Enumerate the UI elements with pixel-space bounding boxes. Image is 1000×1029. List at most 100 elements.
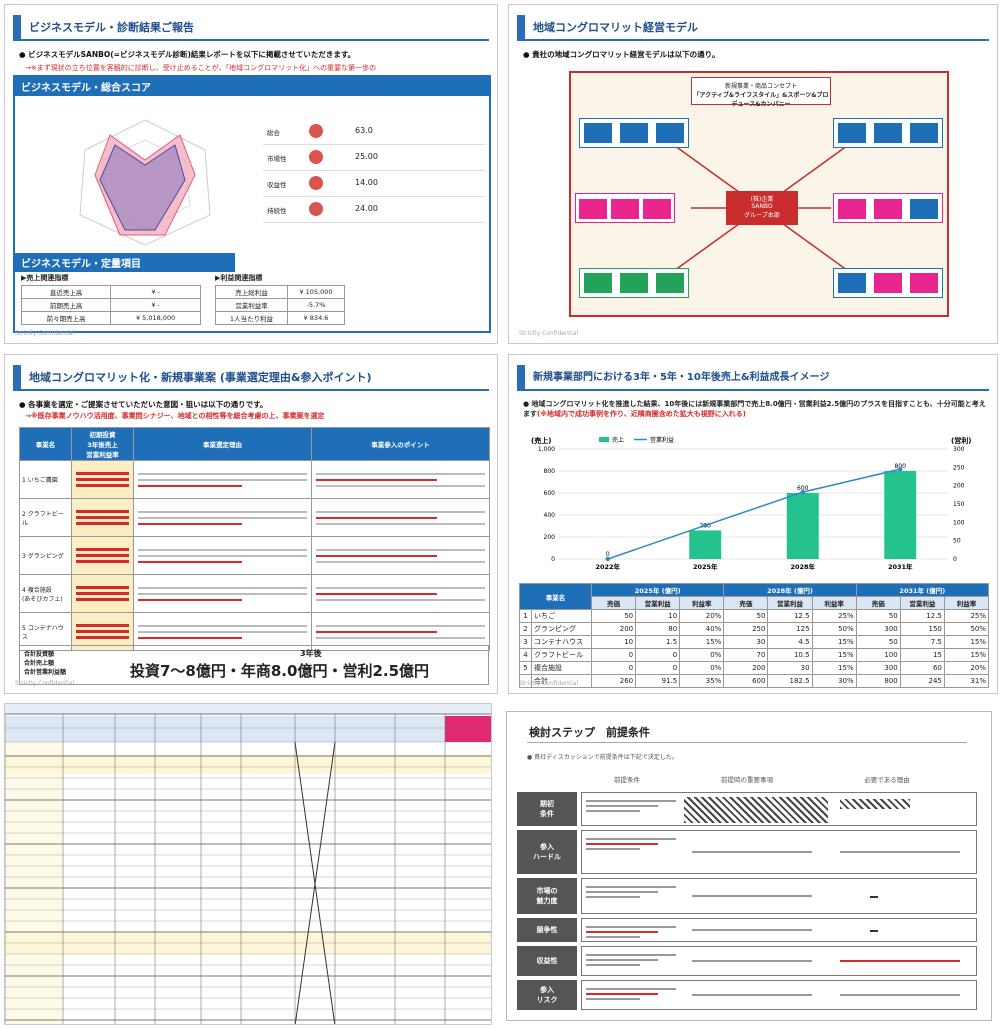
bar-label: 600 [797, 485, 809, 492]
business-figures [71, 460, 134, 499]
legend-label-sales: 売上 [612, 436, 624, 444]
score-row: 市場性 25.00 [263, 145, 485, 171]
node-bottom-left [579, 268, 689, 298]
selection-reason [133, 536, 312, 575]
cell: 50% [811, 622, 857, 636]
total-label: 合計売上額 [24, 660, 55, 667]
cell: 売上総利益 [215, 285, 288, 299]
step-label: 市場の 魅力度 [517, 878, 577, 914]
column-header: 事業名 [19, 427, 72, 461]
cell: 1 [519, 609, 532, 623]
business-figures [71, 498, 134, 537]
cell: 25% [811, 609, 857, 623]
column-header: 前提時の重要事項 [721, 776, 773, 784]
cell: 31% [943, 674, 990, 688]
y-tick-right: 0 [953, 556, 957, 563]
cell: 100 [855, 648, 901, 662]
selection-reason [133, 498, 312, 537]
cell: 40% [679, 622, 725, 636]
cell: 10.5 [767, 648, 813, 662]
business-name: 5 コンテナハウス [19, 612, 72, 651]
cell: グランピング [531, 622, 592, 636]
cell: 200 [590, 622, 637, 636]
sales-label: ▶売上関連指標 [21, 274, 69, 282]
entry-points [311, 536, 490, 575]
cell: 4.5 [767, 635, 813, 649]
cell: 15% [811, 661, 857, 675]
selection-reason [133, 612, 312, 651]
cell: 前々期売上高 [20, 311, 112, 325]
score-badge [309, 150, 323, 164]
cell: 2 [519, 622, 532, 636]
cell: -5.7% [287, 298, 345, 312]
cell: 1人当たり利益 [215, 311, 288, 325]
header-sub: 売価 [590, 596, 637, 610]
step-content [581, 878, 977, 914]
table-row: 4 クラフトビール 0 0 0% 70 10.5 15% 100 15 15% [519, 648, 990, 662]
legend-label-profit: 営業利益 [650, 436, 674, 444]
y-tick-left: 0 [551, 556, 555, 563]
profit-point [898, 466, 903, 472]
entry-points [311, 498, 490, 537]
y-axis-label-right: (営利) [951, 436, 971, 445]
center-node: (株)企業 SANBO グループ本部 [726, 191, 798, 225]
score-table: 総合 63.0 市場性 25.00 収益性 14.00 持続性 24.00 [263, 105, 485, 223]
cell: 30 [767, 661, 813, 675]
profit-point [800, 489, 805, 495]
spreadsheet-grid [5, 704, 491, 1024]
y-tick-left: 800 [544, 468, 556, 475]
summary-row: 合計投資額 合計売上額 合計営業利益額 3年後 投資7〜8億円・年商8.0億円・営利… [19, 645, 489, 685]
business-name: 3 グランピング [19, 536, 72, 575]
cell: 50 [590, 609, 637, 623]
cell: 7.5 [899, 635, 945, 649]
cell: ¥ 105,000 [287, 285, 345, 299]
score-value: 25.00 [355, 152, 378, 161]
concept-sub: 「アクティブ&ライフスタイル」&スポーツ&プロデュース&カンパニー [693, 92, 829, 108]
bullet-red: (※地域内で成功事例を作り、近隣商圏含めた拡大も視野に入れる) [537, 410, 746, 418]
cell: 50 [723, 609, 769, 623]
header-sub: 営業利益 [767, 596, 813, 610]
business-row: 2 クラフトビール [19, 498, 490, 537]
score-badge [309, 202, 323, 216]
cell: 15% [811, 635, 857, 649]
cell: 30% [811, 674, 857, 688]
cell: 600 [723, 674, 769, 688]
node-bottom-right [833, 268, 943, 298]
summary-text: 投資7〜8億円・年商8.0億円・営利2.5億円 [130, 662, 430, 680]
slide-conglomerate-model: 地域コングロマリット経営モデル ● 貴社の地域コングロマリット経営モデルは以下の… [508, 4, 998, 344]
y-axis-label-left: (売上) [531, 436, 551, 445]
score-badge [309, 124, 323, 138]
cell: 70 [723, 648, 769, 662]
y-tick-left: 200 [544, 534, 556, 541]
cell: 15% [943, 635, 990, 649]
y-tick-left: 600 [544, 490, 556, 497]
cell: 125 [767, 622, 813, 636]
step-content [581, 980, 977, 1010]
table-row: 合計 260 91.5 35% 600 182.5 30% 800 245 31% [519, 674, 990, 688]
score-label: 総合 [267, 129, 280, 137]
bullet-text: ● ビジネスモデルSANBO(=ビジネスモデル診断)結果レポートを以下に掲載させ… [19, 50, 356, 59]
cell: 0 [590, 648, 637, 662]
cell: 15% [811, 648, 857, 662]
table-row: 3 コンテナハウス 10 1.5 15% 30 4.5 15% 50 7.5 15% [519, 635, 990, 649]
header-sub: 利益率 [811, 596, 857, 610]
column-header: 前提条件 [614, 776, 640, 784]
bullet-text: ● 地域コングロマリット化を推進した結果、10年後には新規事業部門で売上8.0億… [523, 399, 987, 419]
column-header: 事業選定理由 [133, 427, 312, 461]
score-label: 市場性 [267, 155, 287, 163]
bar-label: 800 [895, 463, 907, 470]
confidential-label: Strictly Confidential [519, 330, 579, 337]
cell: ¥ - [110, 298, 201, 312]
slide-business-model-report: ビジネスモデル・診断結果ご報告 ● ビジネスモデルSANBO(=ビジネスモデル診… [4, 4, 498, 344]
y-tick-right: 300 [953, 446, 965, 453]
header-sub: 利益率 [679, 596, 725, 610]
cell: 300 [855, 622, 901, 636]
bar-label: 0 [606, 551, 610, 558]
growth-table: 事業名 2025年 (億円) 2028年 (億円) 2031年 (億円) 売価 営業利益利… [519, 583, 990, 688]
score-row: 収益性 14.00 [263, 171, 485, 197]
cell: 0 [635, 661, 681, 675]
business-figures [71, 574, 134, 613]
bullet-sub: →※まず現状の立ち位置を客観的に診断し、受け止めることが、「地域コングロマリット… [25, 64, 377, 72]
bar [884, 471, 917, 559]
sales-row: 直近売上高 ¥ - [20, 285, 201, 299]
